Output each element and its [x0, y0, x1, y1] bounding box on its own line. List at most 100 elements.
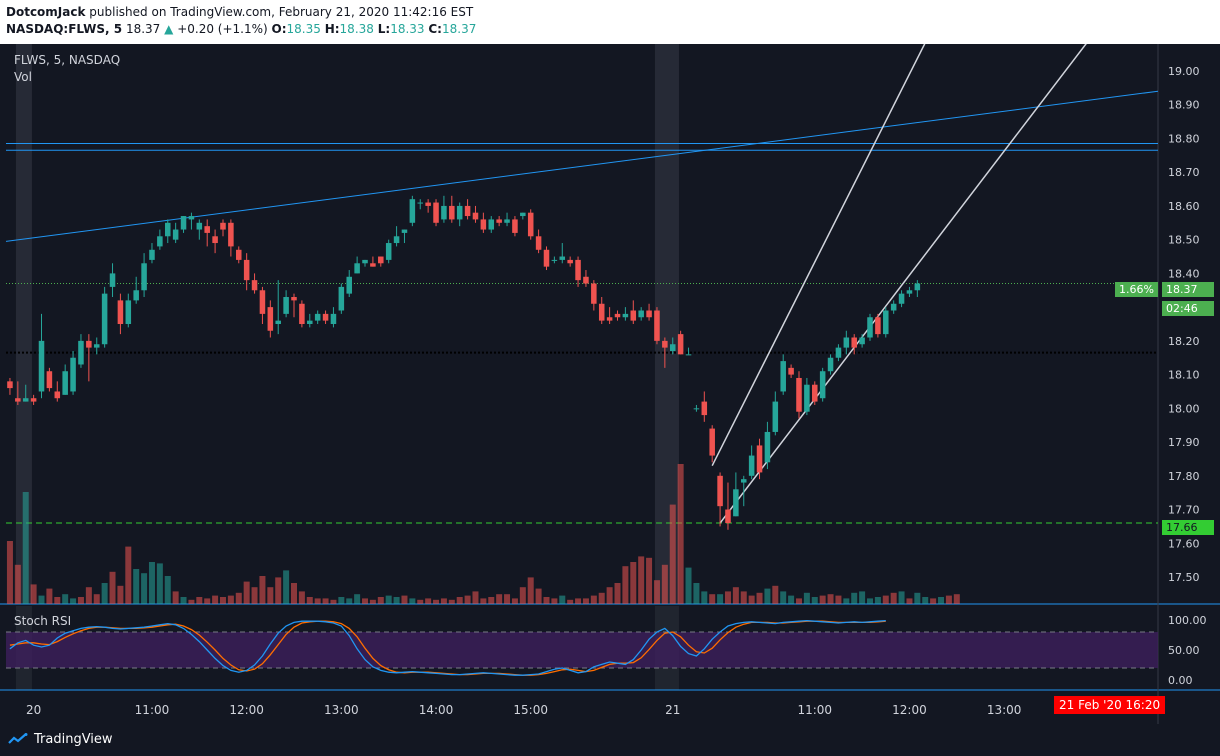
candle-body: [535, 236, 542, 250]
candle-body: [606, 317, 613, 321]
volume-bar: [646, 557, 653, 604]
candle-body: [472, 212, 479, 220]
volume-bar: [772, 585, 779, 604]
volume-bar: [480, 598, 487, 604]
volume-bar: [803, 592, 810, 604]
candle-body: [898, 293, 905, 304]
candle-body: [717, 475, 723, 507]
volume-bar: [362, 598, 369, 604]
y-tick-label: 18.60: [1168, 200, 1200, 213]
volume-bar: [125, 546, 132, 604]
candle-body: [543, 249, 550, 267]
candle-body: [46, 371, 53, 389]
open-value: 18.35: [286, 22, 321, 36]
candle-body: [598, 303, 605, 321]
candle-body: [101, 293, 108, 345]
y-tick-label: 17.90: [1168, 436, 1200, 449]
volume-bar: [448, 599, 455, 604]
volume-bar: [30, 584, 37, 604]
high-label: H:: [324, 22, 340, 36]
x-tick-label: 11:00: [797, 703, 832, 717]
candle-body: [638, 310, 644, 318]
author-name[interactable]: DotcomJack: [6, 5, 86, 19]
candle-body: [62, 371, 68, 395]
volume-bar: [219, 597, 226, 604]
candle-body: [314, 313, 321, 321]
candle-body: [772, 401, 779, 432]
price-chart[interactable]: 19.0018.9018.8018.7018.6018.5018.4018.30…: [0, 44, 1220, 724]
publish-header: DotcomJack published on TradingView.com,…: [0, 0, 1220, 44]
volume-bar: [354, 594, 361, 604]
candle-body: [78, 340, 84, 365]
candle-body: [172, 229, 179, 240]
volume-bar: [298, 591, 305, 604]
y-tick-label: 18.90: [1168, 99, 1200, 112]
high-value: 18.38: [339, 22, 374, 36]
stoch-band-fill: [6, 632, 1158, 668]
volume-bar: [851, 592, 858, 604]
volume-bar: [859, 591, 866, 604]
volume-bar: [275, 577, 282, 604]
volume-bar: [393, 597, 400, 604]
tradingview-logo[interactable]: TradingView: [8, 732, 113, 747]
candle-body: [520, 212, 526, 217]
candle-body: [275, 320, 281, 324]
candle-body: [54, 391, 61, 399]
volume-bar: [827, 594, 834, 604]
volume-bar: [267, 587, 274, 604]
volume-bar: [811, 597, 818, 604]
x-tick-label: 13:00: [324, 703, 359, 717]
volume-bar: [867, 598, 873, 604]
volume-bar: [322, 598, 329, 604]
volume-bar: [496, 594, 503, 604]
candle-body: [251, 280, 258, 291]
candle-body: [654, 310, 660, 341]
candle-body: [291, 297, 297, 301]
candle-body: [504, 219, 510, 223]
volume-bar: [906, 598, 913, 604]
volume-bar: [330, 599, 337, 604]
volume-bar: [685, 567, 692, 604]
volume-bar: [77, 597, 84, 604]
candle-body: [867, 317, 873, 338]
candle-body: [196, 222, 203, 230]
volume-bar: [417, 599, 424, 604]
x-tick-label: 12:00: [229, 703, 264, 717]
channel-upper-line: [711, 44, 926, 467]
candle-body: [370, 263, 376, 267]
x-tick-label: 12:00: [892, 703, 927, 717]
candle-body: [843, 337, 850, 348]
candle-body: [575, 259, 581, 281]
volume-bar: [504, 594, 511, 604]
volume-bar: [369, 599, 376, 604]
volume-bar: [614, 583, 621, 604]
volume-bar: [291, 583, 297, 604]
volume-bar: [590, 595, 597, 604]
candle-body: [212, 236, 218, 244]
candle-body: [812, 384, 818, 402]
volume-bar: [630, 562, 637, 604]
volume-bar: [819, 595, 826, 604]
y-tick-label: 18.70: [1168, 166, 1200, 179]
volume-bar: [401, 595, 408, 604]
candle-body: [228, 222, 234, 247]
candle-body: [133, 290, 139, 301]
candle-body: [188, 216, 195, 220]
volume-bar: [109, 571, 116, 604]
candle-body: [748, 455, 755, 476]
candle-body: [267, 307, 274, 331]
volume-bar: [882, 595, 889, 604]
symbol-label: NASDAQ:FLWS, 5: [6, 22, 123, 36]
volume-bar: [251, 587, 258, 604]
volume-bar: [638, 556, 645, 604]
tradingview-icon: [8, 732, 28, 747]
y-tick-label: 18.80: [1168, 132, 1200, 145]
volume-bar: [22, 492, 29, 604]
change-arrow-icon: ▲: [164, 22, 174, 36]
candle-body: [780, 361, 786, 392]
candle-body: [709, 428, 715, 456]
low-value: 18.33: [390, 22, 425, 36]
volume-bar: [433, 599, 440, 604]
footer: TradingView: [0, 724, 1220, 756]
candle-body: [583, 276, 589, 284]
